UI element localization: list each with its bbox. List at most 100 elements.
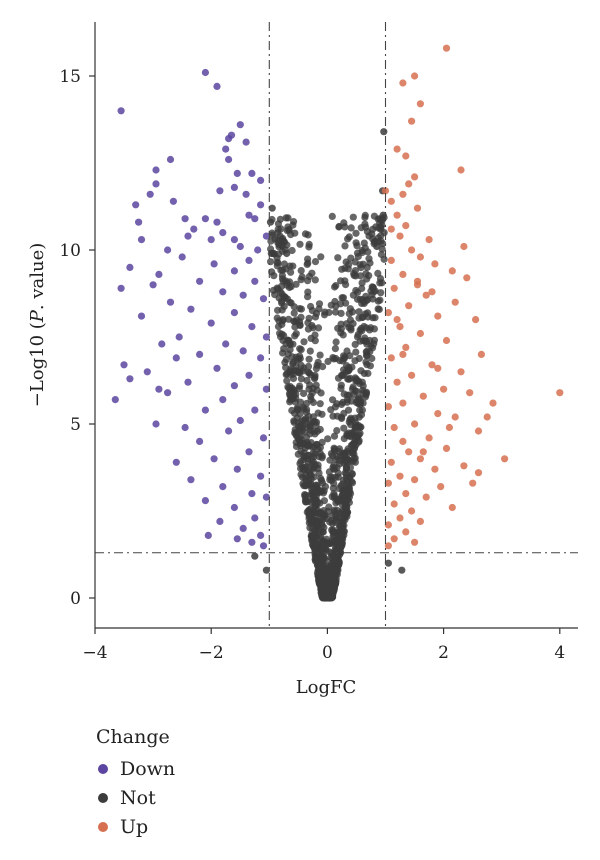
down-point	[245, 211, 253, 219]
not-point	[280, 302, 288, 310]
not-point	[326, 577, 335, 585]
down-point	[181, 423, 189, 432]
not-point	[336, 543, 344, 552]
down-point	[152, 420, 160, 428]
not-point	[374, 269, 382, 277]
not-point	[312, 539, 320, 547]
not-point	[329, 396, 337, 404]
not-point	[303, 260, 311, 268]
down-point	[166, 298, 175, 306]
not-point	[331, 345, 339, 353]
not-point	[330, 445, 339, 453]
not-point	[329, 354, 337, 362]
up-point	[387, 458, 395, 466]
down-point	[236, 416, 244, 425]
not-point	[327, 301, 335, 309]
up-point	[393, 145, 401, 153]
not-point	[309, 384, 317, 392]
not-point	[334, 567, 342, 575]
up-point	[402, 222, 410, 230]
not-point	[330, 506, 338, 514]
not-point	[354, 252, 362, 261]
legend-item-down: Down	[96, 754, 175, 783]
up-point	[413, 204, 422, 212]
down-point	[222, 340, 230, 348]
not-point	[327, 406, 335, 414]
not-point	[332, 338, 340, 346]
not-point	[274, 239, 282, 247]
not-point	[363, 340, 371, 348]
down-point	[155, 270, 163, 278]
up-point	[442, 444, 451, 452]
up-point	[474, 427, 483, 435]
not-point	[342, 458, 350, 466]
down-point	[207, 319, 215, 327]
not-point	[364, 248, 372, 256]
down-point	[190, 225, 198, 233]
not-point	[337, 309, 345, 317]
not-point	[278, 330, 286, 338]
not-point	[287, 394, 295, 402]
down-point	[184, 232, 192, 240]
not-point	[362, 270, 370, 278]
not-point	[336, 300, 345, 308]
not-point	[286, 298, 294, 306]
not-point	[305, 507, 313, 515]
not-point	[266, 218, 275, 226]
down-point	[146, 190, 154, 198]
down-point	[201, 215, 209, 223]
not-point	[333, 464, 341, 472]
not-point	[344, 235, 352, 243]
up-point	[442, 44, 451, 52]
down-point	[254, 246, 262, 254]
up-point	[460, 462, 468, 470]
up-point	[413, 277, 422, 285]
not-point	[313, 509, 321, 517]
not-point	[338, 414, 346, 422]
down-point	[213, 364, 221, 372]
not-point	[304, 325, 312, 333]
down-point	[230, 183, 238, 191]
data-points	[111, 44, 564, 574]
not-point	[274, 323, 283, 331]
legend-item-not: Not	[96, 783, 175, 812]
not-point	[316, 400, 324, 408]
up-point	[425, 434, 433, 442]
down-point	[164, 389, 172, 397]
up-point	[422, 493, 430, 501]
up-point	[396, 323, 404, 331]
not-point	[331, 518, 339, 527]
not-point	[305, 272, 313, 281]
up-point	[384, 479, 392, 487]
not-point	[293, 404, 301, 412]
not-point	[283, 377, 291, 385]
down-point	[213, 218, 221, 226]
not-point	[319, 489, 327, 497]
not-point	[351, 267, 359, 275]
not-point	[282, 265, 290, 273]
not-point	[298, 273, 306, 281]
not-point	[340, 424, 348, 432]
not-point	[311, 313, 320, 321]
legend: Change Down Not Up	[96, 726, 175, 841]
up-point	[393, 378, 401, 386]
down-point	[257, 176, 265, 184]
not-point	[360, 299, 368, 307]
not-point	[370, 325, 378, 333]
y-tick-label: 15	[59, 67, 81, 87]
up-point	[463, 274, 471, 282]
legend-label-not: Not	[120, 786, 156, 809]
not-point	[361, 213, 369, 222]
not-point	[338, 265, 346, 273]
up-point	[556, 389, 564, 397]
not-point	[321, 483, 330, 491]
not-point	[335, 222, 343, 231]
down-point	[257, 354, 265, 362]
up-point	[422, 291, 430, 299]
not-point	[321, 512, 329, 520]
up-point	[434, 410, 442, 418]
up-point	[402, 490, 410, 498]
not-point	[373, 242, 381, 251]
not-point	[288, 384, 296, 392]
